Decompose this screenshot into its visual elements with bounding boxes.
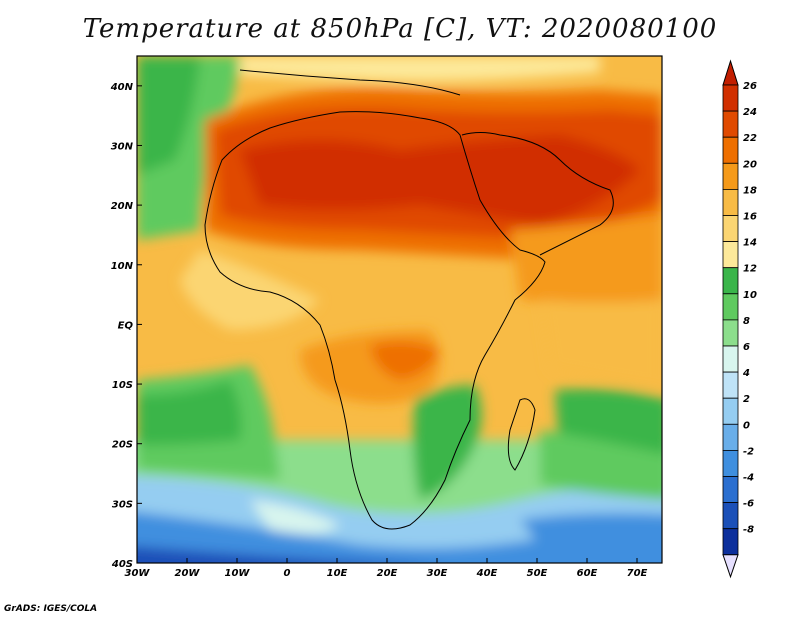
colorbar-label: -2	[743, 446, 754, 457]
lat-tick-label: 10S	[112, 380, 133, 391]
lat-tick-label: 20N	[111, 201, 134, 212]
lon-tick-label: 70E	[627, 568, 648, 579]
lon-tick-label: 0	[284, 568, 291, 579]
colorbar-label: 4	[742, 368, 750, 379]
longitude-axis: 30W 20W 10W 0 10E 20E 30E 40E 50E 60E 70E	[125, 558, 648, 579]
lon-tick-label: 30W	[125, 568, 151, 579]
colorbar-label: 0	[743, 420, 750, 431]
colorbar-label: 18	[743, 185, 757, 196]
colorbar-label: -6	[743, 499, 754, 510]
lat-tick-label: 20S	[112, 440, 133, 451]
colorbar-label: 6	[743, 342, 750, 353]
colorbar-swatch	[722, 502, 739, 530]
colorbar-label: 22	[743, 133, 757, 144]
colorbar-swatch	[722, 136, 739, 164]
colorbar-swatch	[722, 215, 739, 243]
colorbar-swatch	[722, 319, 739, 347]
colorbar-label: 24	[743, 107, 757, 118]
lon-tick-label: 20W	[175, 568, 201, 579]
colorbar-bottom-arrow	[722, 554, 739, 579]
colorbar-swatch	[722, 84, 739, 112]
colorbar-swatch	[722, 241, 739, 269]
lon-tick-label: 40E	[476, 568, 498, 579]
lon-tick-label: 10E	[327, 568, 348, 579]
colorbar-swatch	[722, 345, 739, 373]
colorbar-swatch	[722, 449, 739, 477]
temperature-field	[137, 56, 662, 563]
plot-frame	[136, 55, 663, 564]
colorbar-label: 2	[743, 394, 750, 405]
colorbar-swatch	[722, 110, 739, 138]
lat-tick-label: 10N	[111, 261, 134, 272]
colorbar-swatch	[722, 188, 739, 216]
lat-tick-label: 40S	[111, 559, 133, 570]
colorbar-label: -4	[743, 473, 754, 484]
colorbar-swatch	[722, 423, 739, 451]
lat-tick-label: EQ	[118, 320, 134, 331]
colorbar-swatch	[722, 267, 739, 295]
lon-tick-label: 60E	[577, 568, 598, 579]
lat-tick-label: 30N	[111, 141, 134, 152]
grads-credit: GrADS: IGES/COLA	[4, 604, 98, 614]
lon-tick-label: 30E	[427, 568, 448, 579]
lon-tick-label: 20E	[377, 568, 398, 579]
colorbar-swatch	[722, 371, 739, 399]
colorbar-swatch	[722, 397, 739, 425]
colorbar-label: 26	[743, 81, 757, 92]
colorbar-swatch	[722, 476, 739, 504]
colorbar-swatch	[722, 293, 739, 321]
latitude-axis: 40S 30S 20S 10S EQ 10N 20N 30N 40N	[110, 82, 142, 570]
colorbar-swatch	[722, 528, 739, 556]
colorbar-label: 8	[743, 316, 750, 327]
colorbar-label: 12	[743, 264, 757, 275]
map-title: Temperature at 850hPa [C], VT: 202008010…	[82, 14, 718, 44]
colorbar-top-arrow	[722, 59, 739, 86]
colorbar-label: -8	[743, 525, 754, 536]
colorbar-label: 14	[743, 238, 757, 249]
lat-tick-label: 40N	[110, 82, 134, 93]
colorbar-label: 20	[743, 159, 757, 170]
colorbar-swatch	[722, 162, 739, 190]
colorbar-label: 10	[743, 290, 757, 301]
lon-tick-label: 50E	[527, 568, 548, 579]
lat-tick-label: 30S	[112, 499, 133, 510]
colorbar-label: 16	[743, 212, 757, 223]
lon-tick-label: 10W	[225, 568, 251, 579]
coastlines	[204, 69, 614, 530]
